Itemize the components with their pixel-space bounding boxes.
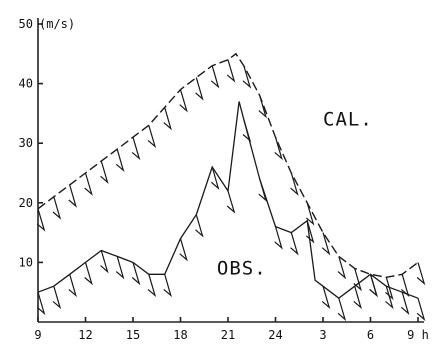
wind-barb bbox=[353, 286, 362, 310]
wind-barb bbox=[163, 107, 172, 131]
wind-barb bbox=[84, 172, 93, 196]
wind-barb bbox=[369, 274, 378, 298]
axes: 10 20 30 40 50 (m/s) 9 12 15 18 21 24 3 6 9 h bbox=[19, 17, 429, 342]
x-tick-label-3: 18 bbox=[173, 328, 187, 342]
wind-barb bbox=[258, 95, 267, 119]
y-tick-label-20: 20 bbox=[19, 196, 33, 210]
wind-barb bbox=[337, 256, 347, 280]
wind-barb bbox=[400, 292, 410, 316]
x-tick-label-0: 9 bbox=[34, 328, 41, 342]
wind-barb bbox=[274, 137, 283, 161]
series-label-cal: CAL. bbox=[323, 108, 373, 130]
wind-barb bbox=[68, 184, 77, 208]
wind-barb bbox=[100, 160, 109, 184]
series-line-dashed bbox=[37, 52, 419, 279]
wind-barb bbox=[321, 286, 331, 310]
wind-barb bbox=[195, 214, 204, 238]
wind-barb bbox=[242, 119, 252, 143]
x-tick-label-7: 6 bbox=[367, 328, 374, 342]
wind-barb bbox=[115, 149, 125, 173]
wind-barb bbox=[290, 172, 299, 196]
y-axis-unit: (m/s) bbox=[39, 17, 75, 31]
wind-barb bbox=[195, 77, 204, 101]
wind-barb bbox=[416, 298, 426, 322]
x-tick-label-5: 24 bbox=[268, 328, 282, 342]
wind-barb bbox=[226, 190, 236, 214]
y-tick-label-30: 30 bbox=[19, 136, 33, 150]
series-solid bbox=[36, 101, 426, 322]
x-tick-label-1: 12 bbox=[78, 328, 92, 342]
wind-barb bbox=[52, 286, 62, 310]
y-tick-label-50: 50 bbox=[19, 17, 33, 31]
wind-barb bbox=[385, 286, 394, 310]
wind-barb bbox=[147, 274, 157, 298]
wind-barb bbox=[337, 298, 347, 322]
wind-barb bbox=[68, 274, 77, 298]
wind-barb bbox=[242, 65, 252, 89]
wind-barb bbox=[100, 250, 109, 274]
wind-barb bbox=[305, 202, 315, 226]
wind-barb bbox=[131, 262, 141, 286]
wind-barb bbox=[84, 262, 93, 286]
wind-barb bbox=[115, 256, 125, 280]
wind-barb bbox=[210, 166, 220, 190]
x-tick-label-6: 3 bbox=[319, 328, 326, 342]
wind-barb bbox=[131, 137, 141, 161]
wind-barb bbox=[52, 196, 62, 220]
x-tick-label-4: 21 bbox=[221, 328, 235, 342]
wind-barb bbox=[226, 59, 236, 83]
wind-barb bbox=[36, 208, 46, 232]
wind-barb bbox=[179, 238, 188, 262]
wind-barb bbox=[290, 232, 299, 256]
wind-barb bbox=[147, 125, 157, 149]
label-layer: CAL. OBS. bbox=[217, 108, 373, 279]
wind-barb bbox=[416, 262, 426, 286]
series-line-solid bbox=[37, 101, 419, 300]
wind-barb bbox=[210, 65, 220, 89]
wind-barb bbox=[305, 220, 315, 244]
wind-barb bbox=[321, 232, 331, 256]
wind-barb bbox=[36, 292, 46, 316]
y-tick-label-40: 40 bbox=[19, 77, 33, 91]
series-label-obs: OBS. bbox=[217, 257, 267, 279]
x-tick-label-8: 9 h bbox=[407, 328, 429, 342]
wind-barb bbox=[179, 89, 188, 113]
wind-barb bbox=[258, 178, 267, 202]
series-layer bbox=[36, 52, 426, 322]
wind-barb bbox=[163, 274, 172, 298]
wind-barb bbox=[400, 274, 410, 298]
x-tick-label-2: 15 bbox=[126, 328, 140, 342]
wind-barb bbox=[274, 226, 283, 250]
wind-barb bbox=[385, 277, 394, 301]
y-tick-label-10: 10 bbox=[19, 255, 33, 269]
